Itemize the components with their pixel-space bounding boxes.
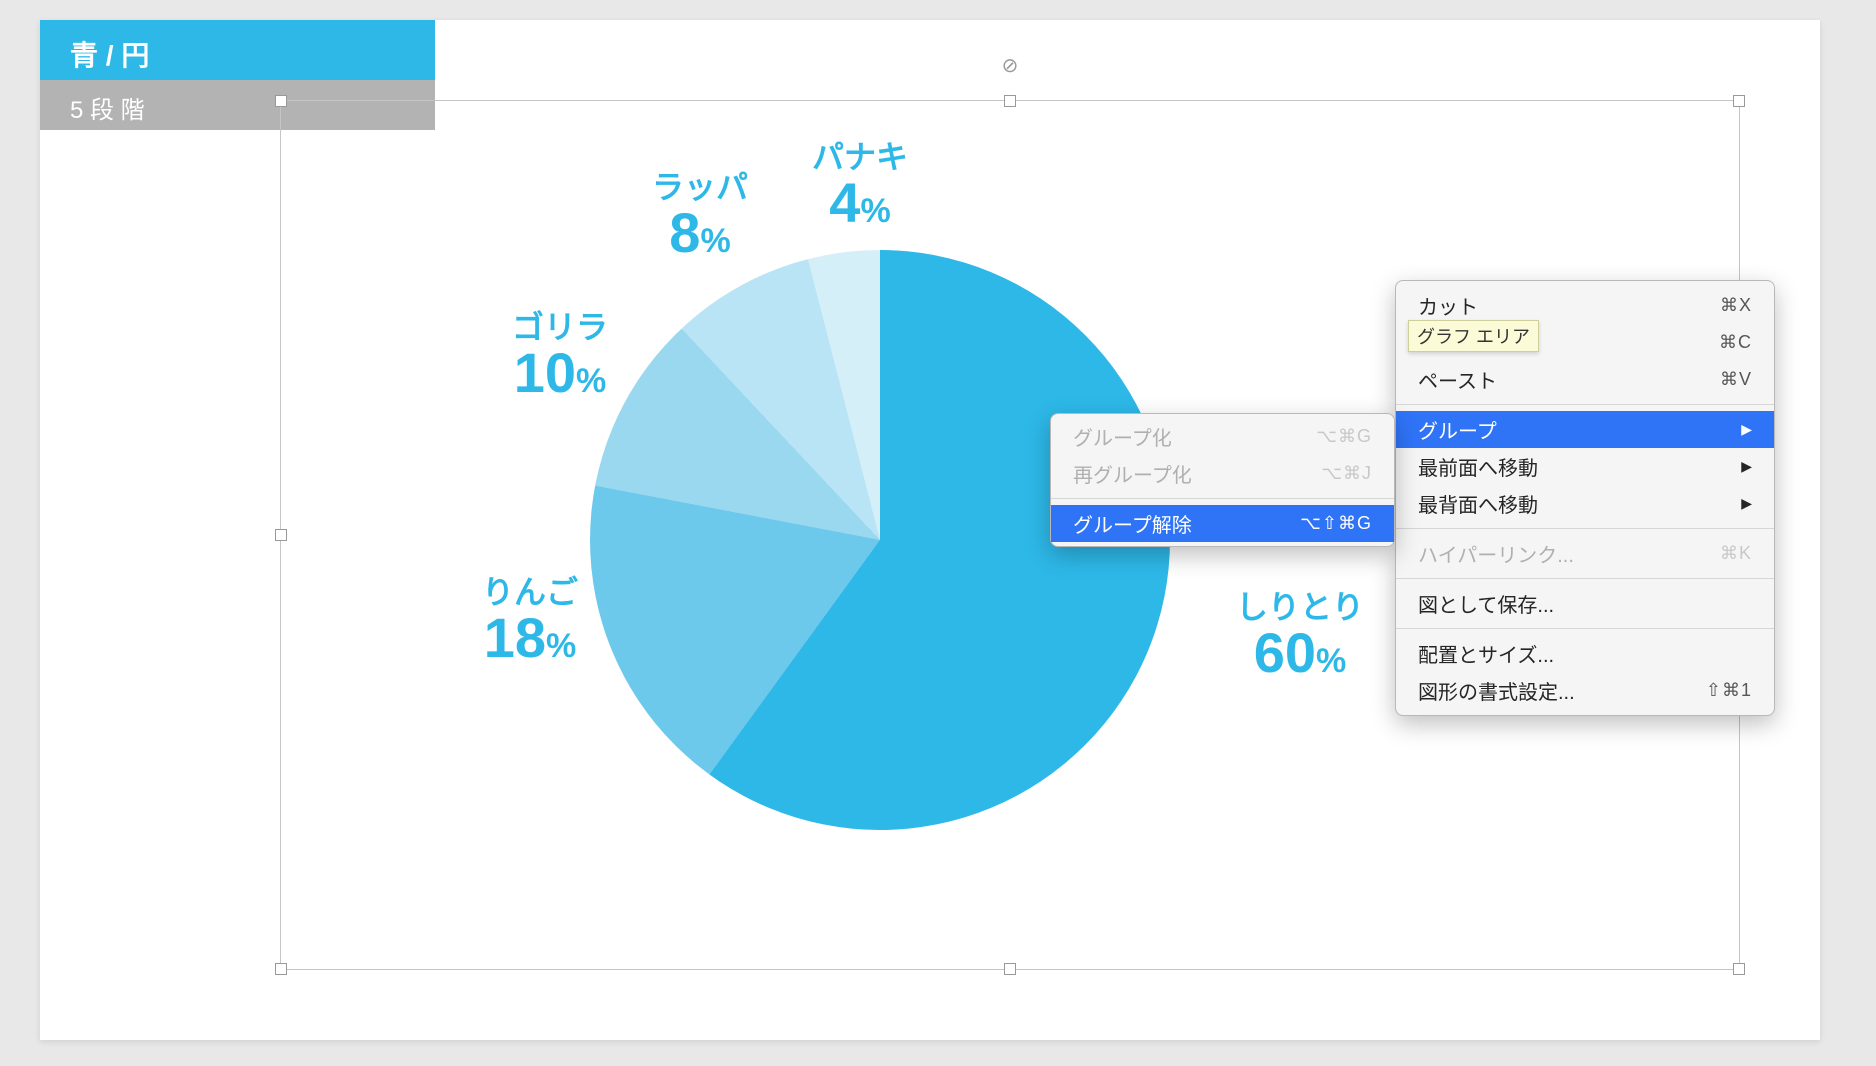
lock-icon: ⊘ [998, 53, 1022, 77]
menu-item-shortcut: ⇧⌘1 [1706, 680, 1752, 701]
slice-percent: 10 [514, 341, 576, 404]
slice-label-panaki: パナキ 4% [770, 140, 950, 231]
menu-item-label: グループ [1418, 415, 1497, 444]
slice-label-rappa: ラッパ 8% [610, 170, 790, 261]
menu-item[interactable]: グループ ▶ [1396, 411, 1774, 448]
slice-name: ゴリラ [460, 310, 660, 345]
menu-item-label: 配置とサイズ... [1418, 639, 1554, 668]
chevron-right-icon: ▶ [1741, 421, 1752, 438]
menu-item-label: グループ化 [1073, 422, 1172, 451]
context-submenu-group[interactable]: グループ化 ⌥⌘G 再グループ化 ⌥⌘J グループ解除 ⌥⇧⌘G [1050, 413, 1395, 547]
resize-handle-ne[interactable] [1733, 95, 1745, 107]
slice-percent: 8 [669, 201, 700, 264]
menu-item[interactable]: カット ⌘X [1396, 287, 1774, 324]
menu-item-label: カット [1418, 291, 1478, 320]
menu-item-shortcut: ⌘C [1719, 332, 1752, 353]
slice-label-gorilla: ゴリラ 10% [460, 310, 660, 401]
slice-percent: 60 [1254, 621, 1316, 684]
resize-handle-s[interactable] [1004, 963, 1016, 975]
menu-separator [1051, 498, 1394, 499]
menu-item[interactable]: 最前面へ移動 ▶ [1396, 448, 1774, 485]
menu-item-shortcut: ⌘V [1720, 369, 1752, 390]
resize-handle-nw[interactable] [275, 95, 287, 107]
menu-item-label: ペースト [1418, 365, 1497, 394]
menu-separator [1396, 628, 1774, 629]
slice-name: しりとり [1190, 590, 1410, 625]
slice-percent: 4 [829, 171, 860, 234]
menu-item[interactable]: 配置とサイズ... [1396, 635, 1774, 672]
slice-label-ringo: りんご 18% [430, 575, 630, 666]
menu-item[interactable]: 図形の書式設定... ⇧⌘1 [1396, 672, 1774, 709]
menu-item-label: 図形の書式設定... [1418, 676, 1575, 705]
menu-item[interactable]: 図として保存... [1396, 585, 1774, 622]
menu-item-label: 最背面へ移動 [1418, 489, 1538, 518]
menu-separator [1396, 578, 1774, 579]
menu-item-label: グループ解除 [1073, 509, 1192, 538]
menu-separator [1396, 528, 1774, 529]
menu-item-shortcut: ⌥⇧⌘G [1300, 513, 1372, 534]
slice-label-shiritori: しりとり 60% [1190, 590, 1410, 681]
chevron-right-icon: ▶ [1741, 495, 1752, 512]
title-tab-primary[interactable]: 青 / 円 [40, 20, 435, 80]
resize-handle-n[interactable] [1004, 95, 1016, 107]
menu-item[interactable]: グループ解除 ⌥⇧⌘G [1051, 505, 1394, 542]
resize-handle-sw[interactable] [275, 963, 287, 975]
menu-item-shortcut: ⌘X [1720, 295, 1752, 316]
menu-item-shortcut: ⌘K [1720, 543, 1752, 564]
slice-name: りんご [430, 575, 630, 610]
menu-item[interactable]: 最背面へ移動 ▶ [1396, 485, 1774, 522]
tooltip-chart-area: グラフ エリア [1408, 320, 1539, 352]
resize-handle-se[interactable] [1733, 963, 1745, 975]
menu-item: 再グループ化 ⌥⌘J [1051, 455, 1394, 492]
menu-item-shortcut: ⌥⌘G [1316, 426, 1372, 447]
menu-item[interactable]: ペースト ⌘V [1396, 361, 1774, 398]
menu-item: ハイパーリンク... ⌘K [1396, 535, 1774, 572]
menu-item-label: 図として保存... [1418, 589, 1554, 618]
resize-handle-w[interactable] [275, 529, 287, 541]
menu-item-label: 最前面へ移動 [1418, 452, 1538, 481]
chevron-right-icon: ▶ [1741, 458, 1752, 475]
slice-name: パナキ [770, 140, 950, 175]
menu-separator [1396, 404, 1774, 405]
slice-name: ラッパ [610, 170, 790, 205]
menu-item: グループ化 ⌥⌘G [1051, 418, 1394, 455]
menu-item-label: 再グループ化 [1073, 459, 1192, 488]
slice-percent: 18 [484, 606, 546, 669]
menu-item-label: ハイパーリンク... [1418, 539, 1574, 568]
menu-item-shortcut: ⌥⌘J [1321, 463, 1372, 484]
